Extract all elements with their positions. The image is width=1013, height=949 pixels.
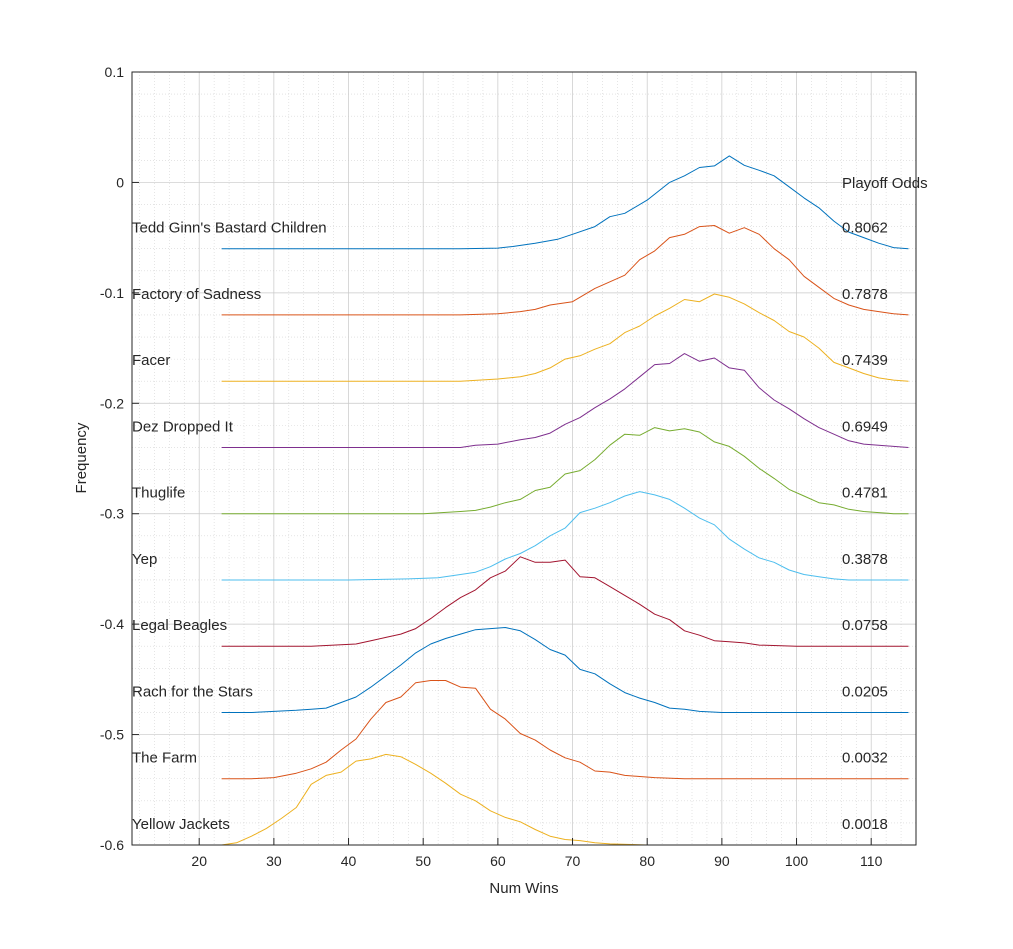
series-line xyxy=(221,753,909,846)
playoff-odds-value: 0.4781 xyxy=(842,485,888,502)
series-label: Rach for the Stars xyxy=(132,683,253,700)
x-tick-label: 110 xyxy=(860,853,883,869)
series-line xyxy=(221,353,909,448)
odds-header: Playoff Odds xyxy=(842,175,928,192)
series-line xyxy=(221,556,909,647)
x-tick-label: 20 xyxy=(191,853,207,869)
y-tick-label: -0.4 xyxy=(100,616,124,632)
series-line xyxy=(221,427,909,515)
playoff-odds-value: 0.0758 xyxy=(842,617,888,634)
series-line xyxy=(221,627,909,713)
playoff-odds-value: 0.3878 xyxy=(842,551,888,568)
x-tick-label: 100 xyxy=(785,853,809,869)
y-tick-label: -0.6 xyxy=(100,837,124,853)
series-label: Yep xyxy=(132,551,157,568)
playoff-odds-value: 0.8062 xyxy=(842,220,888,237)
labels-layer: Playoff Odds Num Wins Frequency Tedd Gin… xyxy=(73,175,928,897)
y-axis-label: Frequency xyxy=(73,422,90,493)
y-tick-label: -0.2 xyxy=(100,395,124,411)
x-axis-label: Num Wins xyxy=(489,880,558,897)
series-label: Tedd Ginn's Bastard Children xyxy=(132,220,327,237)
playoff-odds-value: 0.7439 xyxy=(842,352,888,369)
y-tick-label: -0.3 xyxy=(100,506,124,522)
plot-border xyxy=(131,71,917,846)
y-tick-label: -0.1 xyxy=(100,285,124,301)
series-label: The Farm xyxy=(132,750,197,767)
series-label: Facer xyxy=(132,352,170,369)
plot-area xyxy=(132,72,916,845)
x-tick-label: 60 xyxy=(490,853,506,869)
x-tick-label: 70 xyxy=(565,853,581,869)
series-line xyxy=(221,155,909,250)
series-label: Dez Dropped It xyxy=(132,418,234,435)
series-line xyxy=(221,225,909,316)
playoff-odds-value: 0.0018 xyxy=(842,816,888,833)
ticks-layer: 20 30 40 50 60 70 80 90 100 110 0.1 0 -0.1 -0.2 -0.3 -0… xyxy=(100,64,883,869)
series-layer xyxy=(221,155,909,846)
x-tick-label: 40 xyxy=(341,853,357,869)
y-tick-label: -0.5 xyxy=(100,727,124,743)
series-label: Yellow Jackets xyxy=(132,816,230,833)
x-tick-label: 80 xyxy=(639,853,655,869)
x-tick-label: 30 xyxy=(266,853,282,869)
x-tick-label: 50 xyxy=(415,853,431,869)
playoff-odds-value: 0.0032 xyxy=(842,750,888,767)
series-label: Legal Beagles xyxy=(132,617,227,634)
series-label: Factory of Sadness xyxy=(132,286,261,303)
y-tick-label: 0 xyxy=(116,174,124,190)
series-line xyxy=(221,680,909,780)
playoff-odds-value: 0.0205 xyxy=(842,683,888,700)
series-label: Thuglife xyxy=(132,485,185,502)
y-tick-label: 0.1 xyxy=(105,64,125,80)
playoff-odds-value: 0.7878 xyxy=(842,286,888,303)
series-line xyxy=(221,491,909,581)
axes-layer xyxy=(131,71,917,846)
x-tick-label: 90 xyxy=(714,853,730,869)
playoff-odds-value: 0.6949 xyxy=(842,418,888,435)
series-line xyxy=(221,293,909,382)
